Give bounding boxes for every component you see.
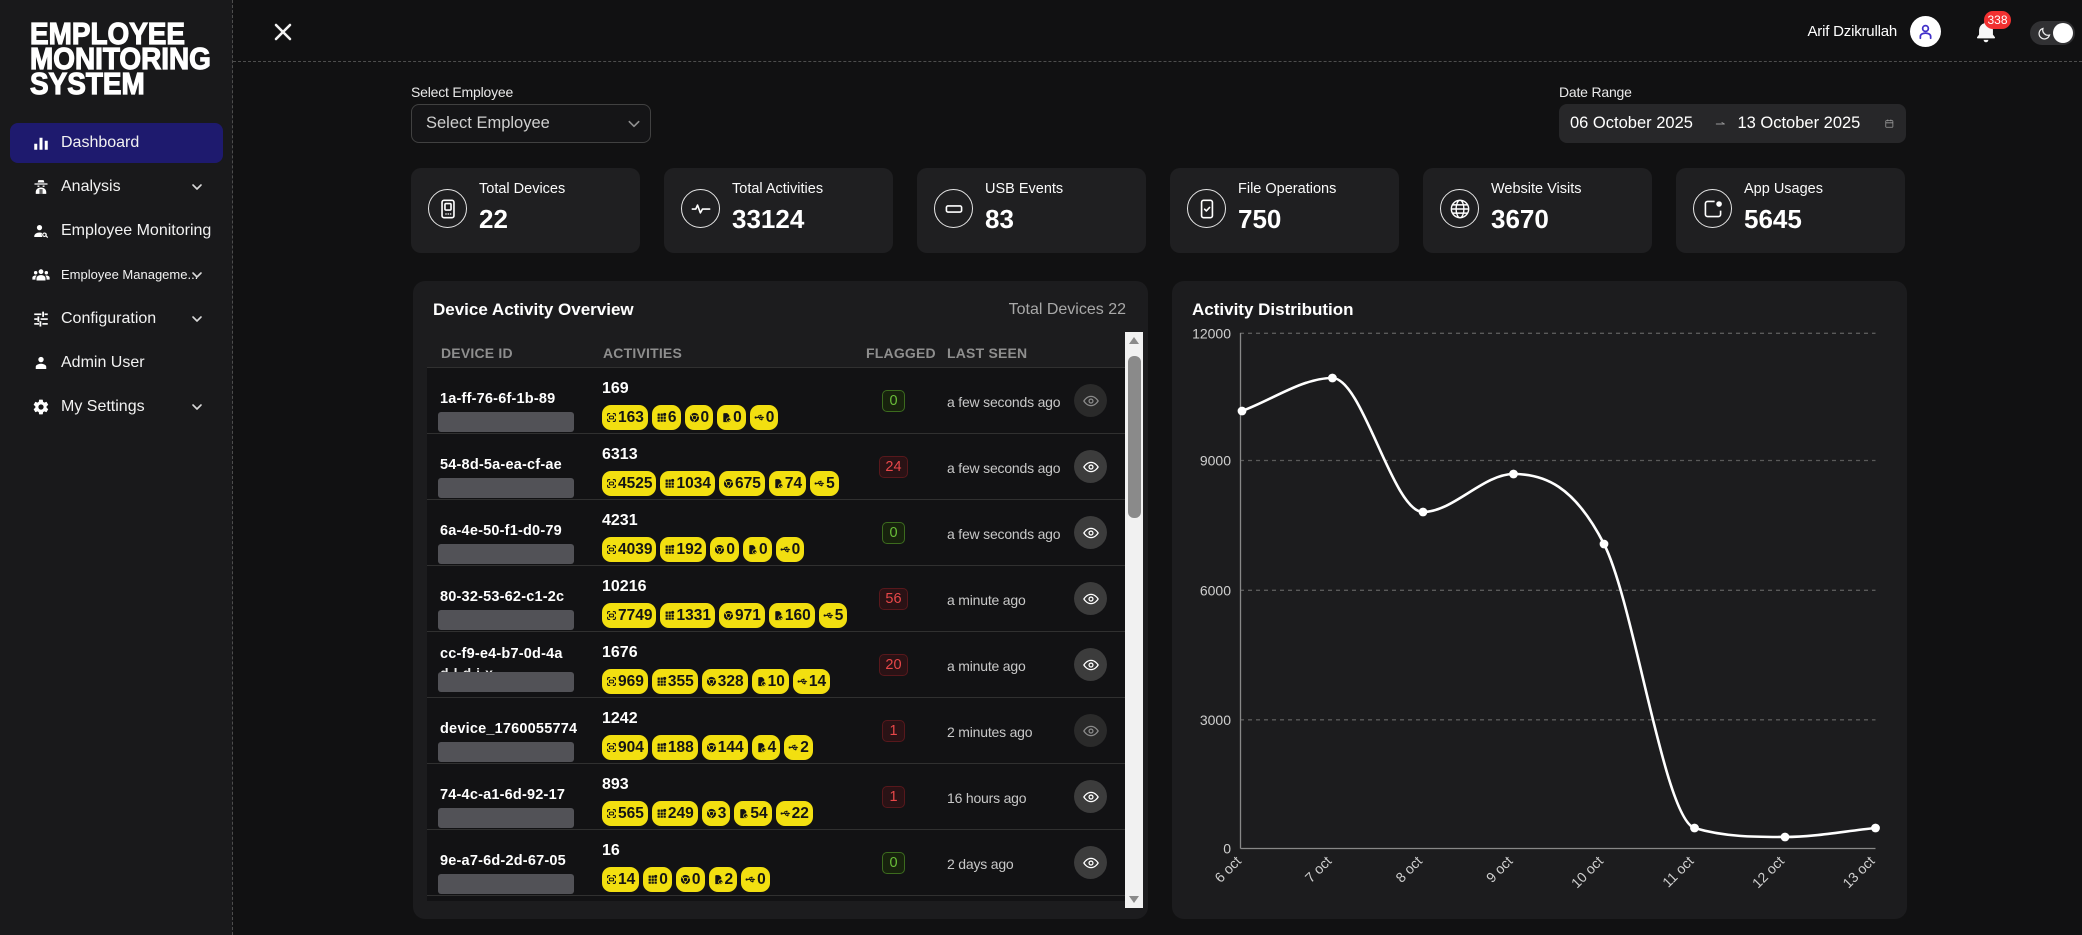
svg-text:6000: 6000	[1200, 582, 1231, 598]
svg-text:13 oct: 13 oct	[1839, 853, 1877, 891]
svg-text:6 oct: 6 oct	[1211, 853, 1244, 886]
svg-text:10 oct: 10 oct	[1568, 853, 1606, 891]
svg-text:9 oct: 9 oct	[1483, 853, 1516, 886]
svg-text:7 oct: 7 oct	[1302, 853, 1335, 886]
svg-text:11 oct: 11 oct	[1659, 853, 1697, 891]
svg-text:9000: 9000	[1200, 453, 1231, 469]
svg-text:3000: 3000	[1200, 712, 1231, 728]
svg-text:12 oct: 12 oct	[1749, 853, 1787, 891]
svg-text:8 oct: 8 oct	[1392, 853, 1425, 886]
svg-text:12000: 12000	[1192, 325, 1231, 341]
svg-text:0: 0	[1223, 840, 1231, 856]
